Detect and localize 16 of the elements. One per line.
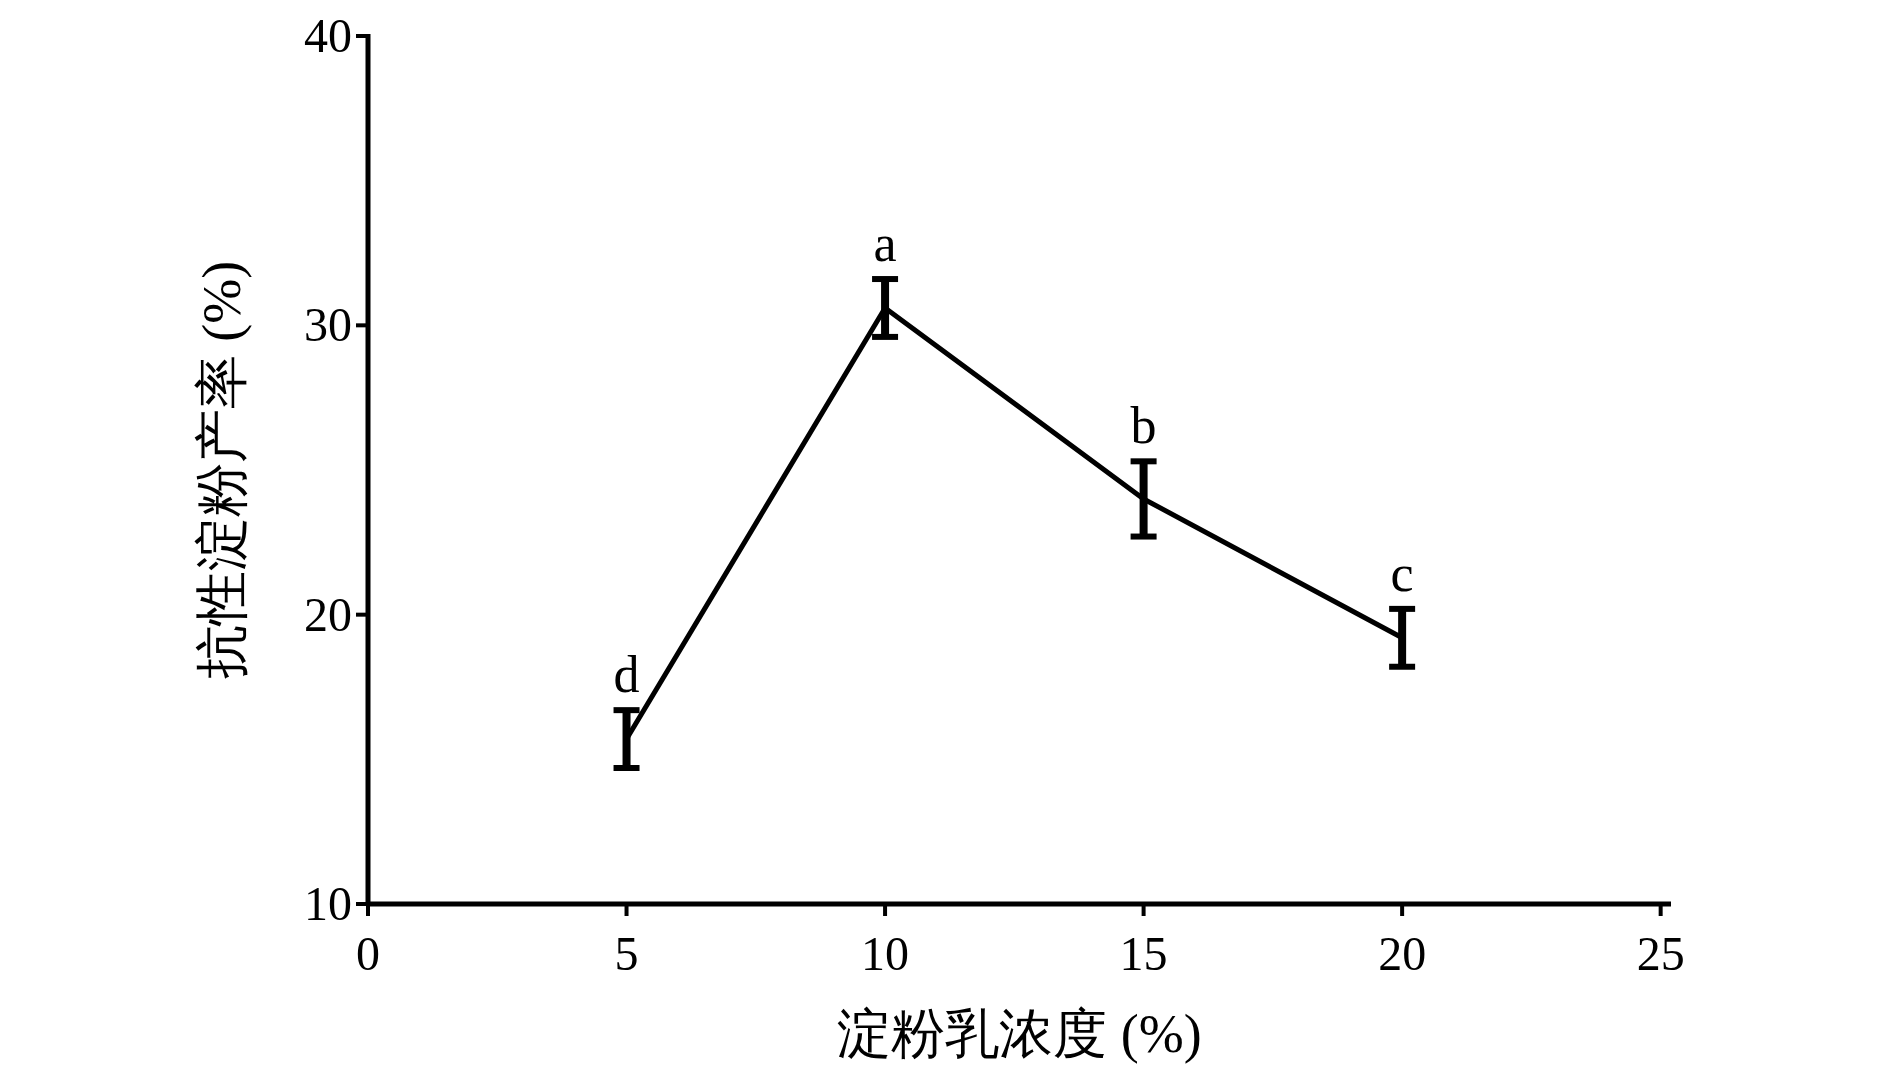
x-tick-label: 5 xyxy=(614,927,639,980)
annotation: d xyxy=(613,646,640,704)
x-tick-label: 25 xyxy=(1636,927,1685,980)
annotation: c xyxy=(1390,544,1414,602)
annotation: a xyxy=(873,215,897,273)
x-tick-label: 10 xyxy=(861,927,910,980)
x-axis-title: 淀粉乳浓度 (%) xyxy=(837,1004,1202,1064)
y-tick-label: 40 xyxy=(304,9,352,62)
annotation: b xyxy=(1130,397,1157,455)
y-axis-title: 抗性淀粉产率 (%) xyxy=(192,260,252,680)
y-tick-label: 20 xyxy=(304,587,352,641)
x-tick-label: 20 xyxy=(1378,927,1427,980)
x-tick-label: 15 xyxy=(1119,927,1168,980)
y-tick-label: 10 xyxy=(304,877,352,930)
x-tick-label: 0 xyxy=(356,927,380,980)
y-tick-label: 30 xyxy=(304,298,352,352)
